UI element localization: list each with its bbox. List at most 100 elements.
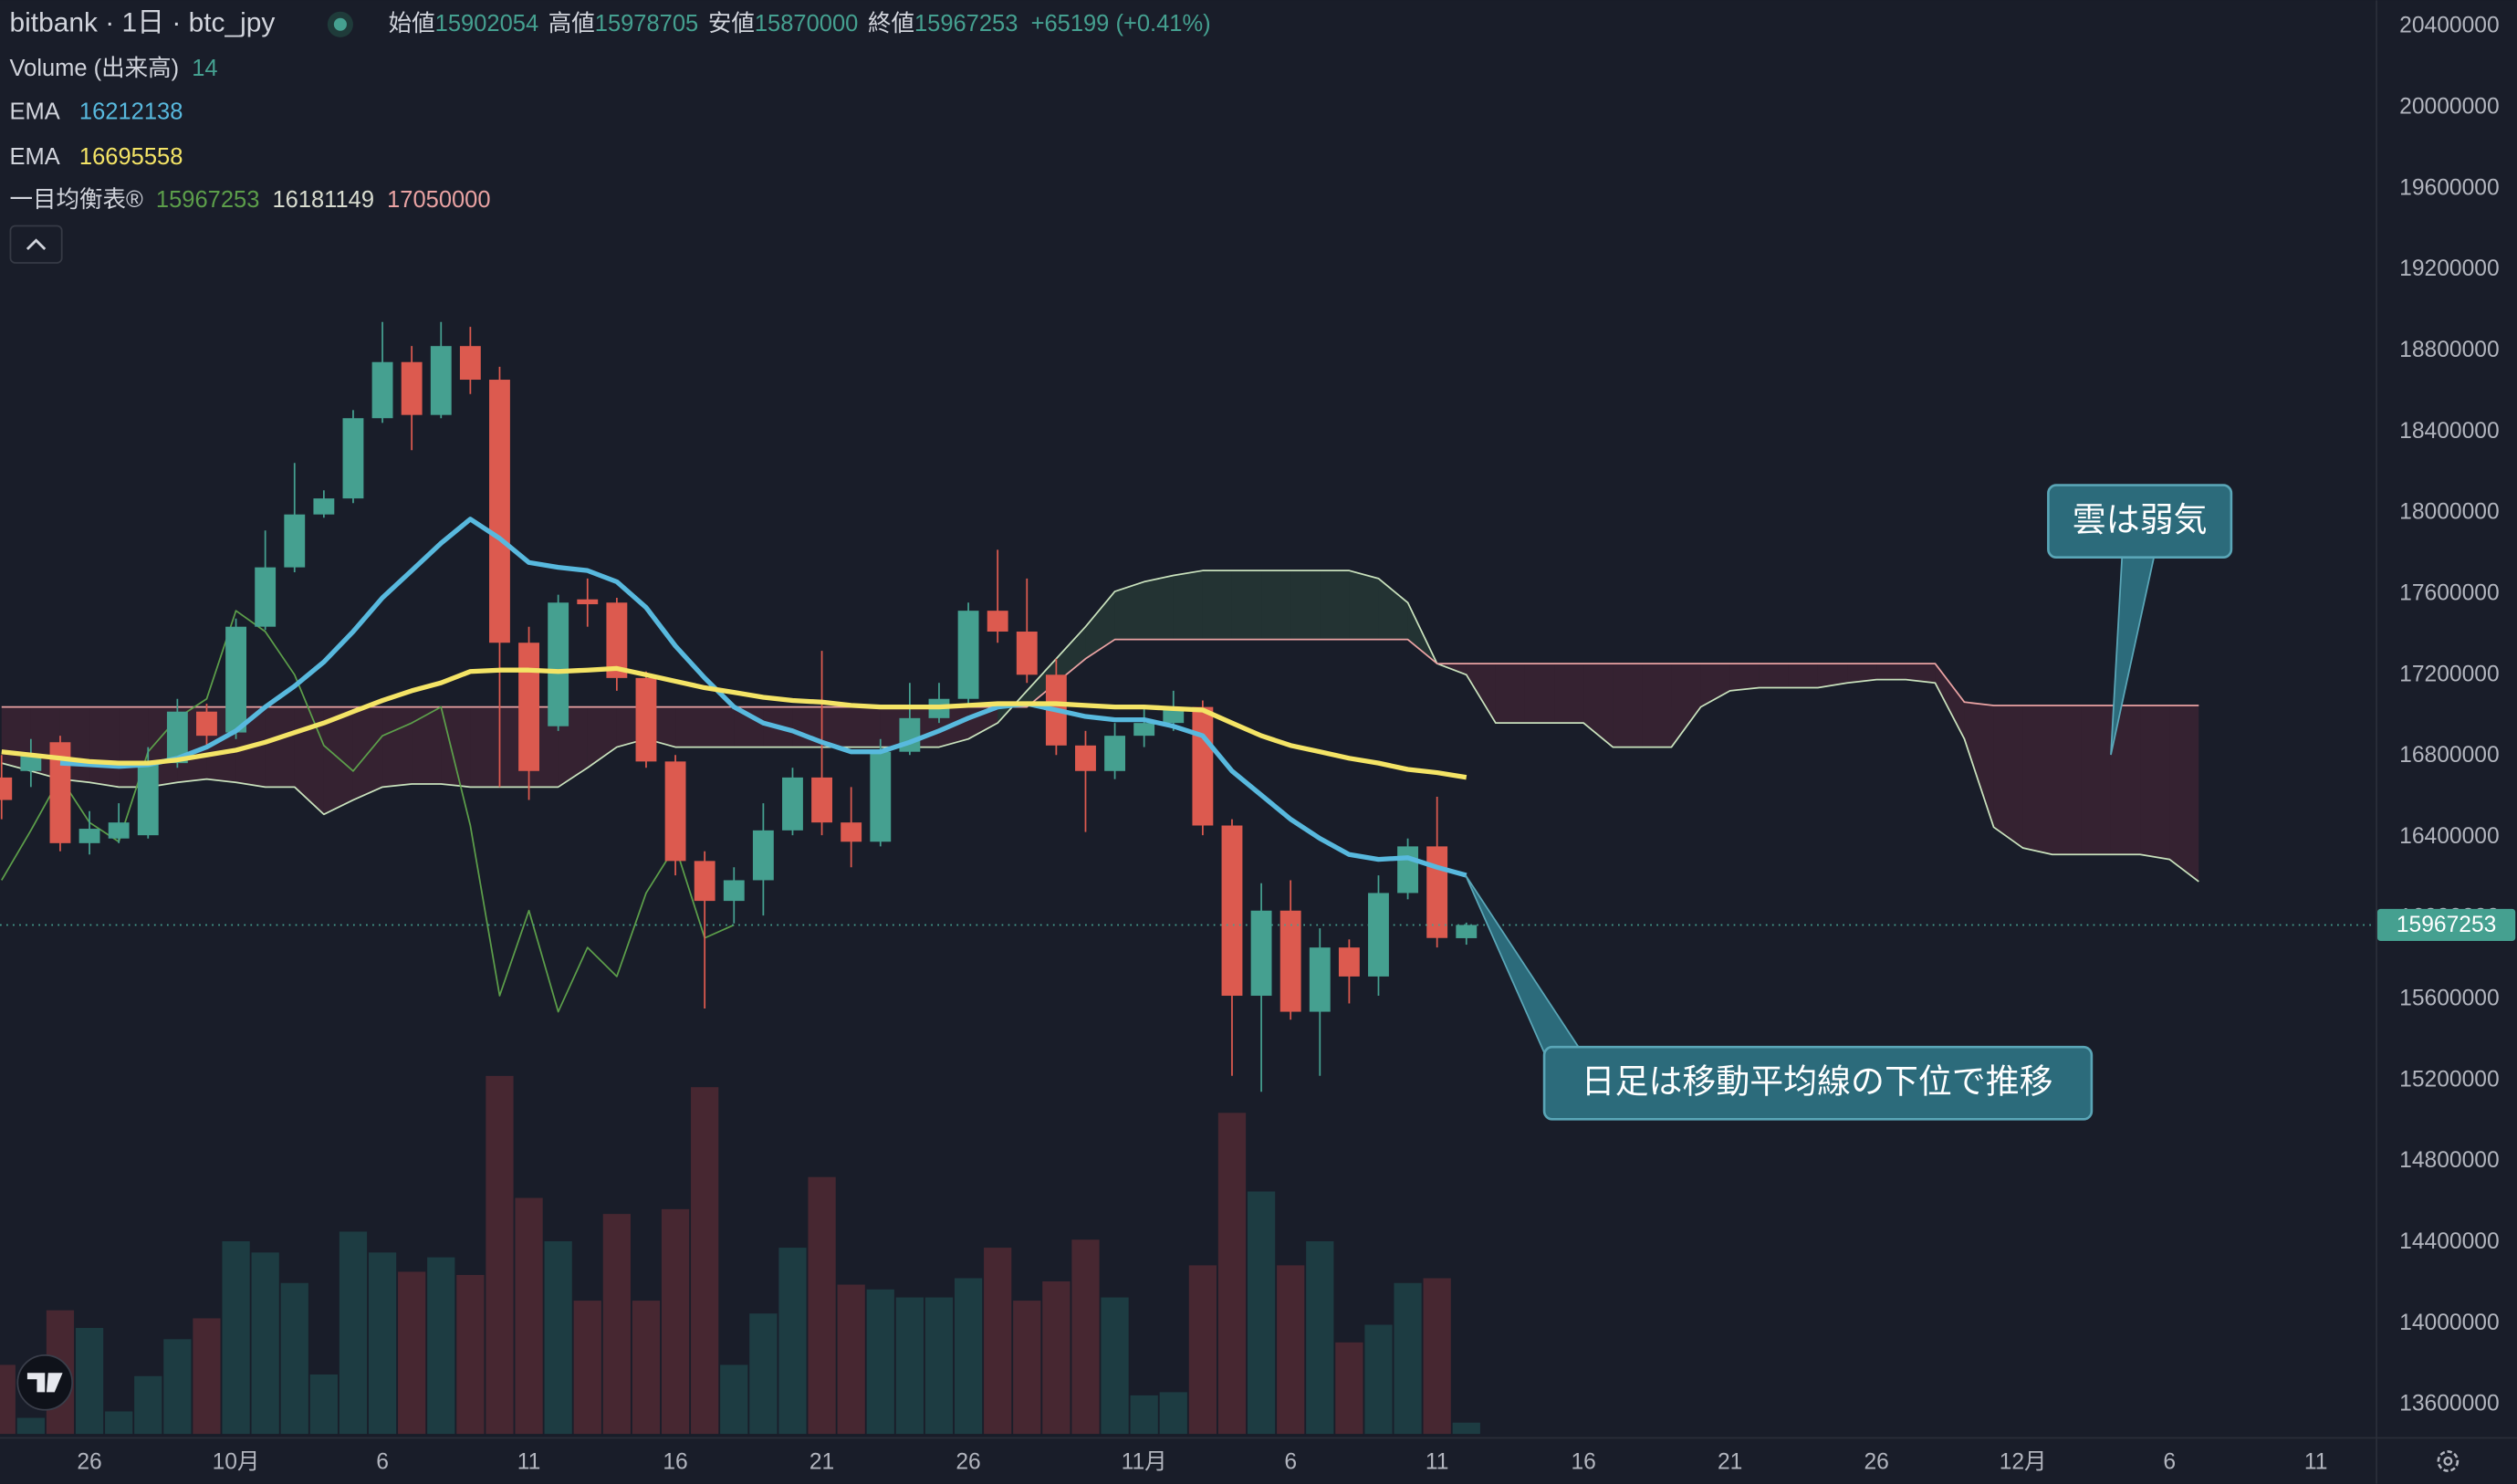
button-frame[interactable]	[9, 225, 63, 264]
candle-body	[78, 829, 100, 843]
price-label: 15967253	[2397, 913, 2497, 937]
tradingview-logo[interactable]	[16, 1354, 74, 1411]
cloud	[587, 706, 617, 768]
value: 17050000	[387, 187, 490, 213]
cloud	[1906, 664, 1936, 684]
cloud	[382, 706, 413, 788]
volume-bar	[515, 1197, 543, 1435]
volume-bar	[808, 1176, 836, 1435]
cloud	[1876, 664, 1906, 680]
value: 16181149	[272, 187, 374, 213]
candle-body	[459, 346, 481, 381]
volume-bar	[1071, 1239, 1100, 1435]
volume-bar	[193, 1318, 221, 1435]
cloud	[1495, 664, 1525, 724]
cloud	[1027, 658, 1057, 707]
label: 終値	[868, 10, 914, 36]
cloud	[1085, 591, 1115, 659]
y-tick-label: 15600000	[2399, 987, 2500, 1011]
cloud	[1788, 664, 1818, 688]
candle-body	[782, 777, 803, 831]
volume-bar	[163, 1339, 192, 1435]
y-tick-label: 20400000	[2399, 14, 2500, 38]
y-tick-label: 19600000	[2399, 175, 2500, 200]
settings-button[interactable]	[2437, 1450, 2460, 1472]
x-tick-label: 16	[1571, 1449, 1595, 1474]
y-tick-label: 16400000	[2399, 824, 2500, 849]
cloud	[1613, 664, 1643, 747]
logo-mark[interactable]	[26, 1373, 63, 1393]
candle-body	[606, 602, 628, 678]
gear-center[interactable]	[2443, 1456, 2453, 1467]
chevron-icon[interactable]	[26, 238, 47, 251]
candle-body	[870, 751, 892, 842]
cloud	[558, 706, 588, 788]
label: 高値	[548, 10, 595, 36]
candle-body	[1104, 736, 1126, 771]
candle-body	[137, 763, 159, 836]
volume-bar	[1306, 1241, 1334, 1435]
collapse-button[interactable]	[9, 225, 63, 264]
candle-body	[635, 677, 657, 762]
volume-bar	[486, 1075, 514, 1435]
candle-body	[1338, 947, 1360, 977]
cloud	[1056, 626, 1086, 684]
candle-body	[1221, 825, 1243, 997]
volume-bar	[16, 1417, 45, 1435]
y-tick-label: 17200000	[2399, 662, 2500, 686]
value: 15967253	[156, 187, 259, 213]
candle-body	[518, 643, 539, 771]
volume-bar	[720, 1364, 748, 1435]
volume-bar	[222, 1241, 250, 1435]
label: EMA	[10, 143, 60, 169]
x-tick-label: 10月	[213, 1449, 260, 1474]
callout-box	[2047, 484, 2233, 559]
cloud	[470, 706, 500, 788]
y-tick-label: 20000000	[2399, 95, 2500, 120]
volume-bar	[984, 1248, 1012, 1435]
cloud	[1202, 570, 1232, 640]
candle-body	[489, 380, 510, 643]
ema-legend: EMA 16695558	[10, 143, 183, 169]
y-tick-label: 18800000	[2399, 338, 2500, 362]
x-tick-label: 11	[2304, 1449, 2328, 1474]
candle-body	[1309, 947, 1331, 1012]
label: 一目均衡表®	[10, 187, 144, 213]
candle-body	[49, 742, 71, 843]
callout: 雲は弱気	[2047, 484, 2233, 756]
volume-bar	[1217, 1113, 1247, 1435]
cloud	[675, 706, 705, 747]
cloud	[1144, 575, 1174, 640]
volume-bar	[1247, 1191, 1276, 1435]
y-tick-label: 14000000	[2399, 1311, 2500, 1335]
ema-line	[59, 517, 1467, 878]
candle-body	[342, 418, 364, 499]
volume-bar	[954, 1278, 983, 1435]
cloud	[1964, 702, 1994, 828]
cloud	[1261, 570, 1291, 640]
cloud	[851, 706, 881, 747]
volume-bar	[661, 1208, 690, 1435]
candle-body	[1133, 723, 1155, 737]
cloud	[89, 706, 120, 788]
cloud	[1642, 664, 1672, 747]
x-tick-label: 6	[2163, 1449, 2176, 1474]
y-tick-label: 18400000	[2399, 419, 2500, 444]
cloud	[1583, 664, 1614, 747]
volume-bar	[778, 1248, 807, 1435]
cloud	[265, 706, 295, 788]
cloud	[1320, 570, 1350, 640]
cloud	[821, 706, 851, 747]
x-tick-label: 6	[1284, 1449, 1297, 1474]
cloud	[1114, 581, 1144, 640]
volume-bar	[427, 1257, 455, 1435]
y-tick-label: 19200000	[2399, 256, 2500, 281]
gear-icon[interactable]	[2437, 1450, 2460, 1472]
callout-text: 雲は弱気	[2073, 501, 2208, 538]
y-tick-label: 13600000	[2399, 1392, 2500, 1416]
volume-bar	[1159, 1392, 1187, 1435]
candle-body	[313, 498, 335, 515]
cloud	[1173, 570, 1203, 640]
candle-body	[430, 346, 452, 415]
